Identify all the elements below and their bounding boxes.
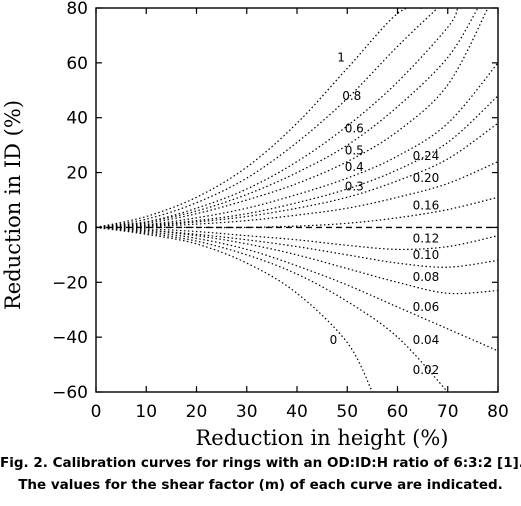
x-tick-label: 50: [336, 402, 358, 422]
calibration-chart: 0 10 20 30 40 50 60 70 80 −60 −40 −20 0 20 40 60 80 1 0.8…: [1, 0, 509, 450]
curve-label: 0.20: [413, 171, 440, 185]
curve-m-0-3: [96, 62, 498, 228]
y-tick-label: −40: [52, 328, 88, 348]
curve-m-0-5: [96, 8, 479, 228]
curve-label: 0.8: [342, 89, 361, 103]
curve-label: 0.24: [413, 149, 440, 163]
curve-group: [96, 8, 498, 392]
curve-label: 0.04: [413, 333, 440, 347]
x-tick-label: 10: [135, 402, 157, 422]
x-tick-label: 20: [186, 402, 208, 422]
curve-m-0-8: [96, 8, 439, 228]
x-tick-label: 0: [91, 402, 102, 422]
curve-m-0-20: [96, 122, 498, 228]
caption-line-1: Fig. 2. Calibration curves for rings wit…: [0, 455, 521, 471]
x-tick-label: 80: [487, 402, 509, 422]
curve-label: 0.6: [345, 122, 364, 136]
curve-label: 0.12: [413, 231, 440, 245]
curve-m-0-04: [96, 226, 498, 352]
figure-caption: Fig. 2. Calibration curves for rings wit…: [0, 452, 521, 496]
curve-m-0-4: [96, 8, 489, 228]
curve-label: 1: [337, 50, 345, 64]
y-tick-label: 20: [66, 164, 88, 184]
y-tick-label: 60: [66, 54, 88, 74]
tick-group: [95, 7, 499, 393]
x-tick-label: 70: [437, 402, 459, 422]
curve-label: 0: [330, 333, 338, 347]
curve-label: 0.5: [345, 144, 364, 158]
curve-m-0-16: [96, 161, 498, 228]
curve-label: 0.16: [413, 198, 440, 212]
curve-label: 0.10: [413, 248, 440, 262]
y-tick-label: 80: [66, 0, 88, 19]
curve-m-0-06: [96, 226, 498, 295]
x-tick-label: 60: [387, 402, 409, 422]
curve-label: 0.02: [413, 363, 440, 377]
x-tick-label: 30: [236, 402, 258, 422]
y-axis-title: Reduction in ID (%): [1, 100, 25, 310]
curve-m-0: [96, 226, 373, 392]
caption-line-2: The values for the shear factor (m) of e…: [18, 477, 503, 493]
curve-label: 0.3: [345, 179, 364, 193]
y-tick-label: 40: [66, 109, 88, 129]
curve-m-0-10: [96, 226, 498, 251]
x-axis-title: Reduction in height (%): [196, 426, 449, 450]
curve-label: 0.06: [413, 300, 440, 314]
y-tick-label: −60: [52, 383, 88, 403]
curve-m-1: [96, 8, 423, 228]
curve-label: 0.08: [413, 270, 440, 284]
y-tick-label: 0: [77, 218, 88, 238]
y-tick-label: −20: [52, 273, 88, 293]
curve-m-0-02: [96, 226, 449, 392]
curve-label: 0.4: [345, 160, 364, 174]
x-tick-label: 40: [286, 402, 308, 422]
curve-label-group: 1 0.8 0.6 0.5 0.4 0.3 0.24 0.20 0.16 0.12 0.10 0.08…: [330, 50, 440, 377]
